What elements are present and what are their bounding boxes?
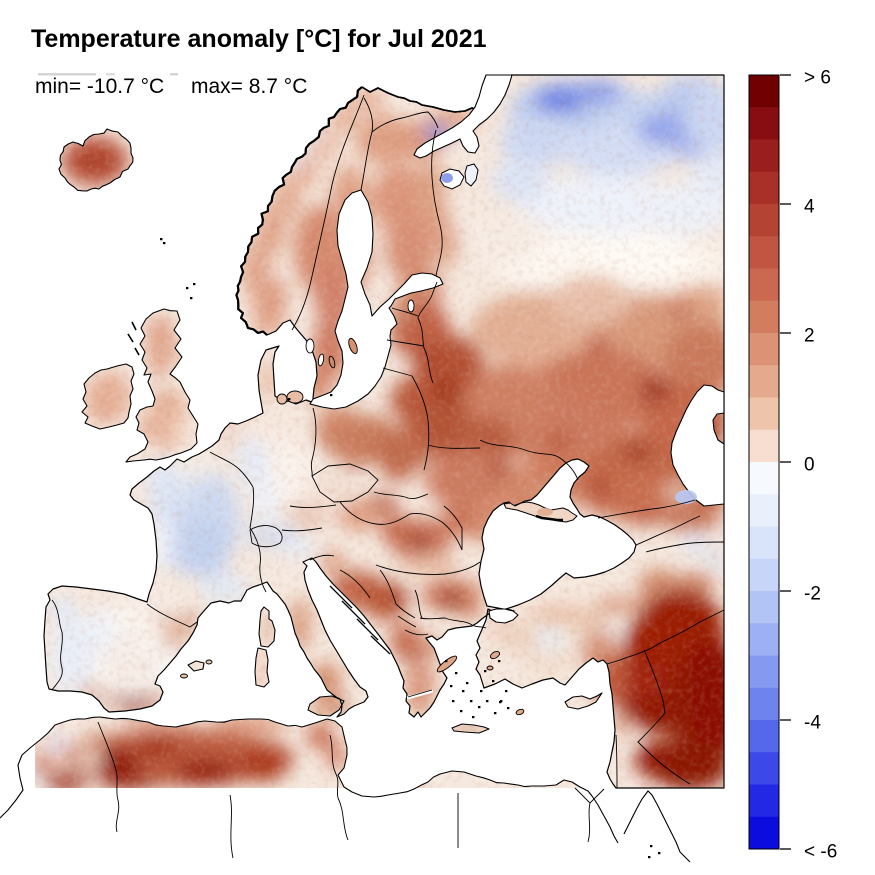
- svg-text:Temperature anomaly [°C] for J: Temperature anomaly [°C] for Jul 2021: [31, 25, 487, 53]
- svg-text:2: 2: [804, 325, 815, 346]
- svg-text:-2: -2: [804, 583, 821, 604]
- svg-text:max= 8.7 °C: max= 8.7 °C: [191, 75, 307, 98]
- svg-text:> 6: > 6: [804, 67, 831, 88]
- svg-text:-4: -4: [804, 712, 821, 733]
- svg-text:4: 4: [804, 196, 815, 217]
- svg-text:< -6: < -6: [804, 841, 837, 862]
- svg-text:min= -10.7 °C: min= -10.7 °C: [35, 75, 164, 98]
- svg-text:0: 0: [804, 454, 815, 475]
